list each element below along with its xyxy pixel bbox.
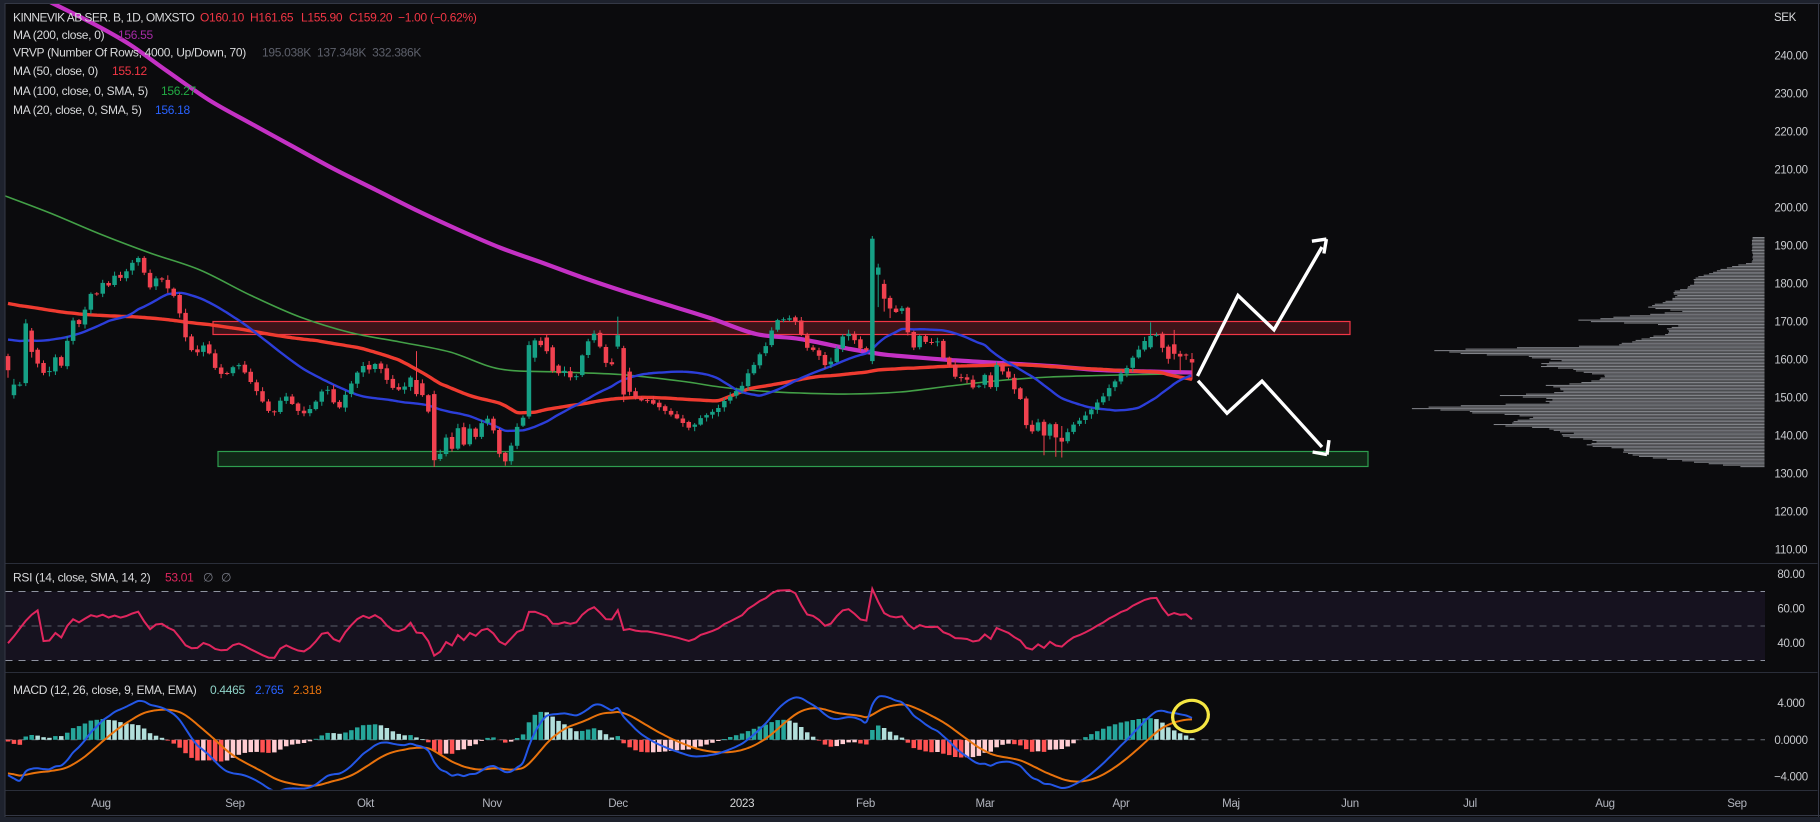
svg-text:L155.90: L155.90	[301, 11, 343, 25]
svg-text:Jul: Jul	[1463, 798, 1477, 810]
svg-text:110.00: 110.00	[1775, 545, 1808, 557]
svg-text:Mar: Mar	[976, 798, 995, 810]
svg-text:Feb: Feb	[856, 798, 875, 810]
svg-text:Apr: Apr	[1113, 798, 1130, 810]
svg-text:Okt: Okt	[357, 798, 375, 810]
svg-text:∅: ∅	[221, 571, 231, 585]
svg-text:4.000: 4.000	[1777, 698, 1804, 710]
svg-text:O160.10: O160.10	[200, 11, 245, 25]
svg-text:Maj: Maj	[1222, 798, 1240, 810]
svg-text:MA (50, close, 0): MA (50, close, 0)	[13, 64, 98, 78]
svg-text:−4.000: −4.000	[1774, 771, 1808, 783]
svg-text:40.00: 40.00	[1777, 638, 1804, 650]
svg-text:KINNEVIK AB SER. B, 1D, OMXSTO: KINNEVIK AB SER. B, 1D, OMXSTO	[13, 11, 195, 25]
svg-text:230.00: 230.00	[1774, 89, 1807, 101]
svg-text:156.18: 156.18	[155, 103, 191, 117]
svg-text:140.00: 140.00	[1774, 431, 1807, 443]
svg-text:2.765: 2.765	[255, 683, 284, 697]
svg-text:Sep: Sep	[225, 798, 245, 810]
svg-text:155.12: 155.12	[112, 64, 148, 78]
svg-text:2.318: 2.318	[293, 683, 322, 697]
svg-text:220.00: 220.00	[1774, 127, 1807, 139]
svg-text:130.00: 130.00	[1774, 469, 1807, 481]
svg-text:Sep: Sep	[1727, 798, 1747, 810]
svg-text:MA (20, close, 0, SMA, 5): MA (20, close, 0, SMA, 5)	[13, 103, 142, 117]
svg-text:240.00: 240.00	[1774, 51, 1807, 63]
svg-text:156.55: 156.55	[118, 28, 154, 42]
svg-text:180.00: 180.00	[1774, 279, 1807, 291]
svg-text:VRVP (Number Of Rows, 4000, Up: VRVP (Number Of Rows, 4000, Up/Down, 70)	[13, 46, 246, 60]
svg-text:MA (200, close, 0): MA (200, close, 0)	[13, 28, 105, 42]
svg-text:195.038K 137.348K 332.386K: 195.038K 137.348K 332.386K	[262, 46, 421, 60]
svg-text:−1.00 (−0.62%): −1.00 (−0.62%)	[398, 11, 477, 25]
svg-text:210.00: 210.00	[1774, 165, 1807, 177]
svg-text:Nov: Nov	[482, 798, 502, 810]
svg-text:53.01: 53.01	[165, 571, 194, 585]
svg-text:Dec: Dec	[608, 798, 628, 810]
svg-text:120.00: 120.00	[1774, 507, 1807, 519]
svg-text:170.00: 170.00	[1774, 317, 1807, 329]
svg-text:MA (100, close, 0, SMA, 5): MA (100, close, 0, SMA, 5)	[13, 84, 148, 98]
svg-text:0.4465: 0.4465	[210, 683, 246, 697]
svg-text:Aug: Aug	[91, 798, 111, 810]
svg-text:150.00: 150.00	[1774, 393, 1807, 405]
svg-text:H161.65: H161.65	[250, 11, 294, 25]
svg-text:156.27: 156.27	[161, 84, 197, 98]
svg-text:2023: 2023	[730, 798, 754, 810]
svg-text:∅: ∅	[203, 571, 213, 585]
svg-text:SEK: SEK	[1774, 12, 1797, 24]
svg-text:190.00: 190.00	[1774, 241, 1807, 253]
svg-text:60.00: 60.00	[1777, 604, 1804, 616]
svg-text:Aug: Aug	[1595, 798, 1615, 810]
svg-text:C159.20: C159.20	[349, 11, 393, 25]
svg-text:MACD (12, 26, close, 9, EMA, E: MACD (12, 26, close, 9, EMA, EMA)	[13, 683, 197, 697]
svg-text:200.00: 200.00	[1774, 203, 1807, 215]
svg-text:160.00: 160.00	[1774, 355, 1807, 367]
svg-text:Jun: Jun	[1341, 798, 1359, 810]
svg-text:80.00: 80.00	[1777, 569, 1804, 581]
svg-text:0.0000: 0.0000	[1774, 735, 1807, 747]
svg-text:RSI (14, close, SMA, 14, 2): RSI (14, close, SMA, 14, 2)	[13, 571, 151, 585]
